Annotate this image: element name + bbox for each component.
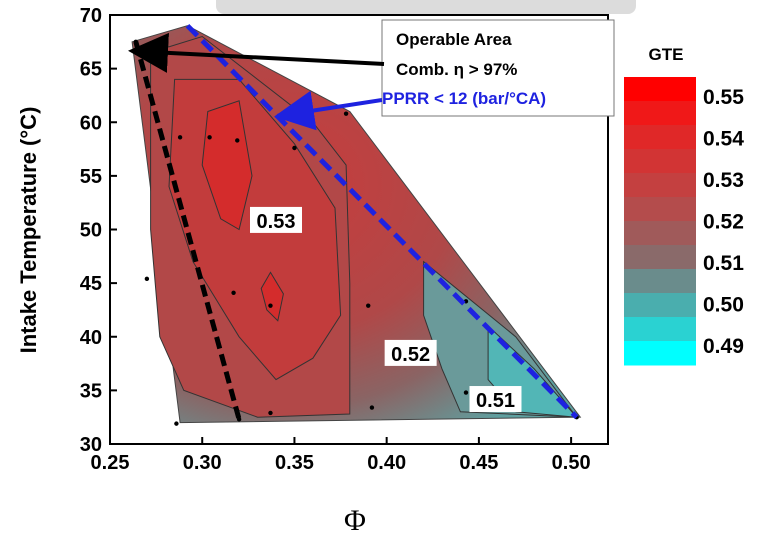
legend-label: 0.54: [703, 128, 744, 151]
legend-swatch: [624, 197, 696, 222]
y-axis-title: Intake Temperature (°C): [16, 107, 41, 354]
y-tick-label: 70: [80, 5, 102, 27]
x-tick-label: 0.25: [91, 452, 130, 474]
data-point: [343, 111, 349, 116]
blue-dashed-boundary: [185, 23, 579, 419]
legend: GTE 0.55 0.54 0.53 0.52 0.51 0.50 0.49: [624, 45, 744, 366]
title-banner: [216, 0, 636, 14]
legend-swatch: [624, 269, 696, 294]
contour-label: 0.52: [391, 344, 430, 366]
contour-label-box: [384, 339, 437, 366]
legend-swatch: [624, 317, 696, 342]
legend-label: 0.50: [703, 294, 744, 317]
legend-label: 0.49: [703, 335, 744, 358]
y-tick-label: 65: [80, 59, 102, 81]
axis-ticks: 0.25 0.30 0.35 0.40 0.45 0.50 30 35 40 45 50 55 60 65…: [80, 5, 591, 474]
contour-label-box: [469, 386, 522, 413]
annotation-operable: Operable Area: [396, 30, 512, 49]
legend-label: 0.52: [703, 211, 744, 234]
data-point: [366, 303, 371, 308]
data-point: [207, 135, 212, 140]
y-tick-label: 30: [80, 434, 102, 456]
y-tick-label: 45: [80, 273, 102, 295]
legend-swatch: [624, 149, 696, 174]
y-tick-label: 40: [80, 327, 102, 349]
y-tick-label: 50: [80, 220, 102, 242]
data-point: [268, 410, 273, 416]
legend-swatch: [624, 101, 696, 126]
x-tick-label: 0.40: [367, 452, 406, 474]
contour-label-box: [250, 206, 302, 233]
data-point: [236, 417, 242, 422]
data-point: [369, 405, 375, 410]
annotation-pprr: PPRR < 12 (bar/°CA): [382, 89, 546, 108]
legend-swatch: [624, 293, 696, 318]
data-point: [292, 145, 297, 151]
legend-swatch: [624, 77, 696, 102]
contour-labels: 0.53 0.52 0.51: [250, 206, 522, 413]
boundary-lines: [133, 23, 579, 420]
x-tick-label: 0.50: [552, 452, 591, 474]
data-point: [144, 276, 150, 282]
black-dashed-boundary: [133, 41, 242, 420]
x-tick-label: 0.35: [275, 452, 314, 474]
legend-title: GTE: [649, 45, 684, 64]
legend-swatch: [624, 245, 696, 270]
legend-label: 0.51: [703, 252, 744, 275]
x-axis-title: Φ: [344, 504, 366, 537]
legend-swatch: [624, 221, 696, 246]
annotation-combustion: Comb. η > 97%: [396, 60, 517, 79]
x-tick-label: 0.30: [183, 452, 222, 474]
data-point: [268, 303, 273, 308]
y-tick-label: 35: [80, 380, 102, 402]
data-point: [235, 138, 240, 143]
contour-label: 0.51: [476, 390, 515, 412]
legend-swatch: [624, 125, 696, 150]
legend-swatch: [624, 173, 696, 198]
contour-0.54-upper: [201, 100, 253, 231]
y-tick-label: 60: [80, 112, 102, 134]
y-tick-label: 55: [80, 166, 102, 188]
legend-swatch: [624, 341, 696, 366]
legend-label: 0.53: [703, 169, 744, 192]
contour-0.54-lower: [260, 271, 284, 322]
data-point: [231, 290, 236, 295]
blue-arrow: [274, 90, 383, 131]
data-point: [174, 421, 179, 426]
data-point: [463, 390, 469, 395]
data-point: [177, 135, 183, 140]
legend-label: 0.55: [703, 86, 744, 109]
x-tick-label: 0.45: [459, 452, 498, 474]
black-arrow: [128, 32, 385, 73]
annotation-box: Operable Area Comb. η > 97% PPRR < 12 (b…: [381, 19, 615, 117]
contour-label: 0.53: [257, 211, 296, 233]
